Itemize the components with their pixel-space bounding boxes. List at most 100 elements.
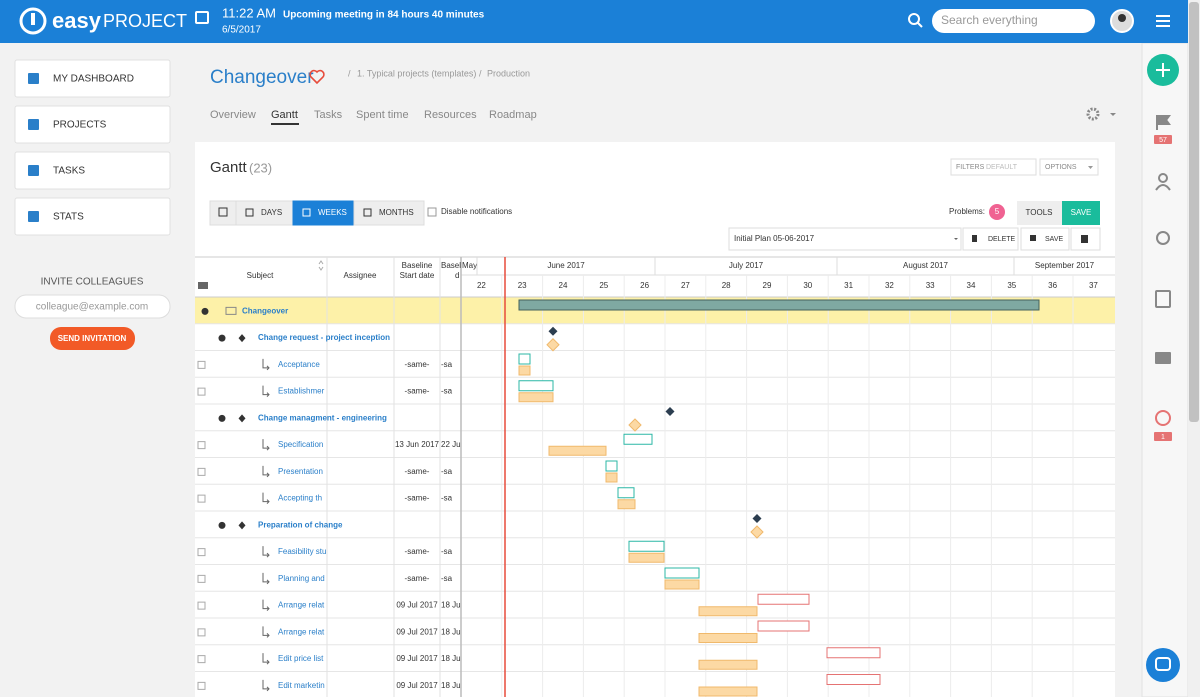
milestone-marker bbox=[548, 326, 558, 336]
row-checkbox[interactable] bbox=[197, 387, 206, 396]
problems-badge[interactable] bbox=[989, 204, 1005, 220]
task-name[interactable]: Edit marketin bbox=[278, 681, 325, 690]
view-button[interactable] bbox=[209, 200, 237, 226]
search-input[interactable] bbox=[932, 9, 1095, 33]
tab[interactable]: Roadmap bbox=[489, 109, 537, 121]
task-name[interactable]: Edit price list bbox=[278, 654, 324, 663]
notifications-checkbox[interactable] bbox=[427, 207, 437, 217]
milestone-icon bbox=[238, 414, 246, 423]
breadcrumb-link[interactable]: Production bbox=[487, 68, 530, 78]
baseline-caret bbox=[954, 238, 958, 240]
collapse-toggle[interactable] bbox=[218, 334, 226, 342]
menu-label[interactable]: PROJECTS bbox=[53, 120, 107, 131]
menu-icon-line[interactable] bbox=[1156, 25, 1170, 27]
task-name[interactable]: Specification bbox=[278, 440, 323, 449]
chat-button[interactable] bbox=[1146, 648, 1180, 682]
baseline-start: -same- bbox=[405, 574, 430, 583]
baseline-start: 13 Jun 2017 bbox=[395, 440, 440, 449]
save-baseline-label[interactable]: SAVE bbox=[1045, 236, 1063, 243]
task-name[interactable]: Establishmer bbox=[278, 387, 325, 396]
invite-button[interactable] bbox=[50, 327, 135, 350]
task-name[interactable]: Planning and bbox=[278, 574, 325, 583]
tab[interactable]: Resources bbox=[424, 109, 477, 121]
row-checkbox[interactable] bbox=[197, 360, 206, 369]
project-name[interactable]: Changeover bbox=[242, 306, 288, 315]
filters-button[interactable] bbox=[950, 158, 1037, 176]
options-button[interactable] bbox=[1039, 158, 1099, 176]
menu-button[interactable] bbox=[14, 105, 171, 144]
row-checkbox[interactable] bbox=[197, 601, 206, 610]
invite-button-label[interactable]: SEND INVITATION bbox=[58, 334, 127, 343]
search-placeholder[interactable]: Search everything bbox=[941, 13, 1038, 27]
delete-label[interactable]: DELETE bbox=[988, 236, 1016, 243]
problems-count[interactable]: 5 bbox=[995, 207, 1000, 216]
column-header: Start date bbox=[400, 271, 435, 280]
breadcrumb-link[interactable]: 1. Typical projects (templates) bbox=[357, 68, 476, 78]
menu-label[interactable]: TASKS bbox=[53, 166, 85, 177]
breadcrumb-separator: / bbox=[479, 68, 482, 78]
baseline-bar bbox=[698, 633, 758, 643]
save-button[interactable] bbox=[1062, 201, 1100, 225]
view-button[interactable] bbox=[353, 200, 425, 226]
task-name[interactable]: Presentation bbox=[278, 467, 323, 476]
tab[interactable]: Spent time bbox=[356, 109, 409, 121]
menu-button[interactable] bbox=[14, 151, 171, 190]
options-label[interactable]: OPTIONS bbox=[1045, 164, 1077, 171]
task-name[interactable]: Acceptance bbox=[278, 360, 320, 369]
baseline-milestone bbox=[628, 418, 642, 432]
tab[interactable]: Overview bbox=[210, 109, 256, 121]
baseline-milestone bbox=[750, 525, 764, 539]
task-name[interactable]: Accepting th bbox=[278, 494, 322, 503]
menu-button[interactable] bbox=[14, 197, 171, 236]
flag-badge bbox=[1154, 135, 1172, 144]
menu-button[interactable] bbox=[14, 59, 171, 98]
menu-icon-line[interactable] bbox=[1156, 15, 1170, 17]
tab[interactable]: Tasks bbox=[314, 109, 343, 121]
row-checkbox[interactable] bbox=[197, 548, 206, 557]
filters-label[interactable]: FILTERS bbox=[956, 164, 985, 171]
menu-label[interactable]: MY DASHBOARD bbox=[53, 74, 134, 85]
meeting-notice[interactable]: Upcoming meeting in 84 hours 40 minutes bbox=[283, 10, 485, 21]
baseline-end: -sa bbox=[441, 547, 453, 556]
milestone-name[interactable]: Preparation of change bbox=[258, 520, 343, 529]
milestone-name[interactable]: Change managment - engineering bbox=[258, 413, 387, 422]
task-name[interactable]: Arrange relat bbox=[278, 627, 325, 636]
baseline-select[interactable] bbox=[728, 227, 962, 251]
row-checkbox[interactable] bbox=[197, 441, 206, 450]
task-name[interactable]: Arrange relat bbox=[278, 601, 325, 610]
save-baseline-button[interactable] bbox=[1020, 227, 1070, 251]
task-name[interactable]: Feasibility stu bbox=[278, 547, 326, 556]
view-label[interactable]: MONTHS bbox=[379, 208, 414, 217]
settings-icon[interactable] bbox=[1086, 107, 1100, 121]
subtask-icon bbox=[262, 465, 270, 478]
view-label[interactable]: DAYS bbox=[261, 208, 282, 217]
collapse-toggle[interactable] bbox=[218, 521, 226, 529]
baseline-bar bbox=[698, 606, 758, 617]
row-checkbox[interactable] bbox=[197, 574, 206, 583]
row-checkbox[interactable] bbox=[197, 467, 206, 476]
filters-value[interactable]: DEFAULT bbox=[986, 164, 1018, 171]
collapse-toggle[interactable] bbox=[218, 414, 226, 422]
row-checkbox[interactable] bbox=[197, 494, 206, 503]
invite-placeholder[interactable]: colleague@example.com bbox=[36, 302, 148, 313]
task-bar-late bbox=[757, 620, 810, 632]
delete-baseline-button[interactable] bbox=[962, 227, 1019, 251]
baseline-name[interactable]: Initial Plan 05-06-2017 bbox=[734, 234, 815, 243]
tools-button[interactable] bbox=[1017, 201, 1062, 225]
notifications-label[interactable]: Disable notifications bbox=[441, 207, 512, 216]
row-checkbox[interactable] bbox=[197, 628, 206, 637]
menu-label[interactable]: STATS bbox=[53, 212, 84, 223]
invite-input[interactable] bbox=[14, 294, 171, 319]
collapse-toggle[interactable] bbox=[201, 307, 209, 315]
row-checkbox[interactable] bbox=[197, 681, 206, 690]
task-bar bbox=[664, 567, 700, 579]
delete-icon bbox=[972, 235, 977, 242]
row-checkbox[interactable] bbox=[197, 655, 206, 664]
menu-icon-line[interactable] bbox=[1156, 20, 1170, 22]
tools-label[interactable]: TOOLS bbox=[1026, 208, 1053, 217]
user-icon-body bbox=[1155, 184, 1171, 191]
view-label[interactable]: WEEKS bbox=[318, 208, 347, 217]
save-label[interactable]: SAVE bbox=[1071, 208, 1092, 217]
tab[interactable]: Gantt bbox=[271, 109, 298, 121]
milestone-name[interactable]: Change request - project inception bbox=[258, 333, 390, 342]
